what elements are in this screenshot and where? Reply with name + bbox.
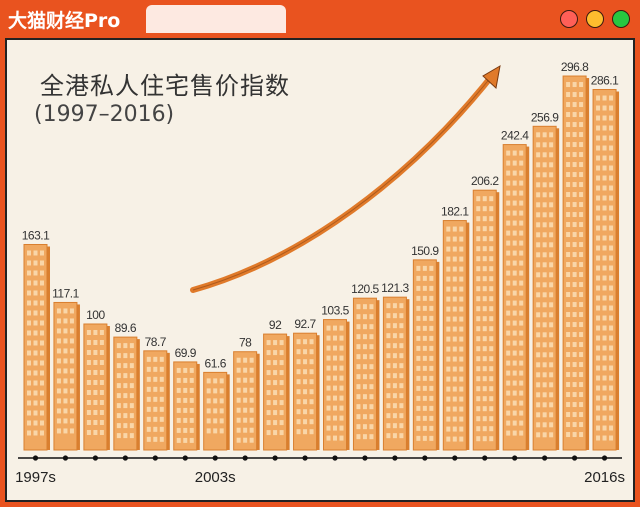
bar-2011 [442,220,470,451]
bar-value-label: 78.7 [145,335,167,349]
x-tick-label: 2016s [584,469,625,486]
axis-tick-dot [272,455,278,461]
bar-2016 [592,89,620,451]
bar-value-label: 92 [269,318,282,332]
axis-tick-dot [212,455,218,461]
bar-value-label: 121.3 [381,281,409,295]
bar-value-label: 100 [86,308,105,322]
bar-value-label: 92.7 [294,317,316,331]
bar-2014 [532,125,560,451]
bar-2004 [233,351,260,451]
close-dot[interactable] [560,10,578,28]
bar-value-label: 120.5 [351,282,379,296]
axis-tick-dot [122,455,128,461]
axis-tick-dot [242,455,248,461]
chart-title: 全港私人住宅售价指数 [40,72,290,100]
bar-2002 [173,361,200,451]
axis-tick-dot [482,455,488,461]
brand-name: 大猫财经Pro [8,9,121,32]
bar-value-label: 89.6 [115,321,137,335]
axis-tick-dot [392,455,398,461]
trend-arrowhead [482,65,501,89]
bar-2001 [143,350,170,451]
bar-value-label: 286.1 [591,74,619,88]
bar-2005 [263,333,290,451]
bar-value-label: 256.9 [531,110,559,124]
bar-2006 [293,332,320,451]
chart-subtitle: (1997–2016) [34,102,175,127]
bar-value-label: 78 [239,336,252,350]
axis-tick-dot [332,455,338,461]
bar-value-label: 150.9 [411,244,439,258]
axis-tick-dot [302,455,308,461]
bar-2000 [113,336,140,451]
title-bar [146,5,286,33]
bar-value-label: 103.5 [321,304,349,318]
window-controls [560,10,630,28]
axis-tick-dot [62,455,69,461]
bar-2015 [562,75,590,451]
brand-tab: 大猫财经Pro [0,0,146,38]
axis-tick-dot [452,455,458,461]
axis-tick-dot [362,455,368,461]
bar-2009 [382,296,410,451]
bar-value-label: 69.9 [175,346,197,360]
axis-tick-dot [572,455,578,461]
axis-tick-dot [182,455,188,461]
bar-2012 [472,189,500,451]
bar-value-label: 296.8 [561,60,589,74]
bar-value-label: 182.1 [441,205,469,219]
axis-tick-dot [512,455,518,461]
bar-value-label: 61.6 [205,356,227,370]
bar-1998 [53,301,80,451]
axis-tick-dot [32,455,39,461]
bar-2007 [323,319,350,451]
minimize-dot[interactable] [586,10,604,28]
bar-2013 [502,144,530,451]
axis-tick-dot [422,455,428,461]
bar-1999 [83,323,110,451]
axis-tick-dot [542,455,548,461]
bar-value-label: 242.4 [501,129,529,143]
bar-2010 [412,259,440,451]
bar-1997 [23,243,50,451]
bar-value-label: 206.2 [471,174,499,188]
axis-tick-dot [601,455,608,461]
maximize-dot[interactable] [612,10,630,28]
bar-2008 [352,297,380,451]
x-tick-label: 2003s [195,469,236,486]
bar-value-label: 163.1 [22,228,50,242]
chart-panel [5,38,635,502]
axis-tick-dot [92,455,98,461]
x-tick-label: 1997s [15,469,56,486]
bar-value-label: 117.1 [52,286,79,300]
bar-2003 [203,371,230,451]
axis-tick-dot [152,455,158,461]
